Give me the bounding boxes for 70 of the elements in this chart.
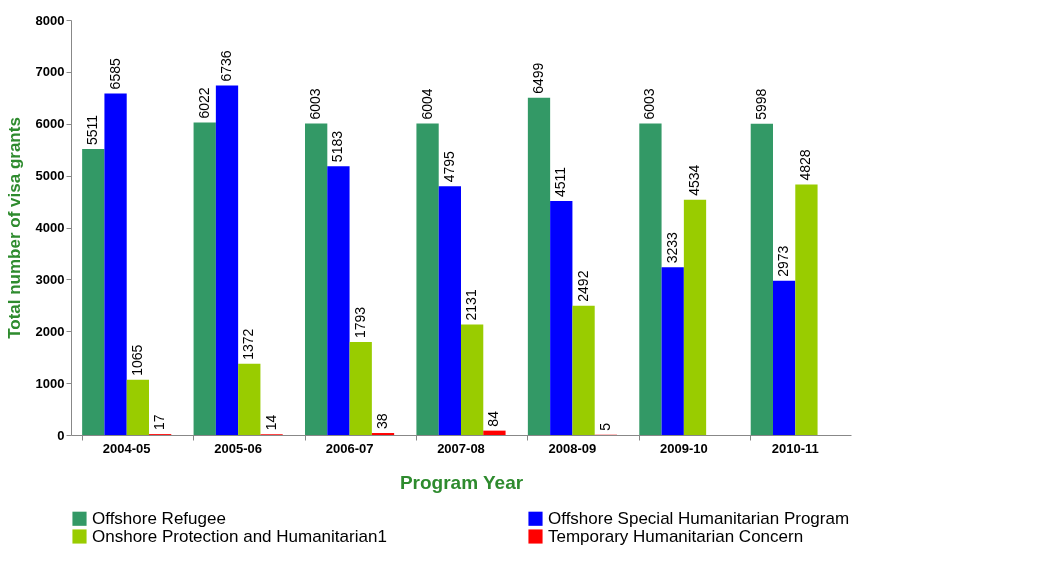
bar	[193, 122, 216, 435]
legend-label: Offshore Special Humanitarian Program	[548, 508, 850, 528]
data-label: 6736	[218, 50, 234, 82]
data-label: 2973	[775, 245, 792, 277]
bar	[483, 430, 506, 435]
bar	[795, 184, 818, 435]
data-label: 6499	[530, 62, 546, 94]
bar	[683, 199, 707, 435]
x-axis-title: Program Year	[399, 471, 524, 493]
data-label: 4828	[797, 149, 814, 181]
bar	[327, 166, 350, 435]
x-tick-label: 2009-10	[660, 440, 708, 456]
bar	[527, 97, 551, 435]
y-tick-label: 4000	[35, 220, 65, 235]
x-tick-label: 2004-05	[102, 440, 151, 456]
data-label: 38	[374, 413, 390, 430]
x-tick-label: 2010-11	[771, 440, 819, 456]
bar	[238, 363, 261, 435]
data-label: 14	[262, 414, 279, 431]
x-tick-label: 2006-07	[325, 440, 374, 456]
bar	[416, 123, 439, 435]
legend-label: Temporary Humanitarian Concern	[548, 526, 804, 546]
data-label: 6004	[418, 88, 435, 120]
y-tick-label: 3000	[35, 271, 65, 287]
data-label: 5511	[84, 114, 101, 146]
bar	[438, 186, 461, 435]
bar	[750, 123, 773, 435]
bar	[305, 123, 328, 435]
data-label: 6003	[641, 88, 658, 120]
bar	[639, 123, 662, 435]
bar	[572, 305, 595, 435]
legend-label: Offshore Refugee	[92, 508, 226, 528]
bar	[661, 267, 684, 435]
y-tick-label: 2000	[35, 323, 65, 339]
bar	[461, 324, 484, 435]
bar	[126, 379, 149, 435]
x-tick-label: 2007-08	[437, 440, 485, 456]
bar	[215, 85, 239, 435]
y-tick-label: 8000	[35, 12, 65, 28]
data-label: 1065	[128, 344, 145, 376]
x-tick-label: 2005-06	[214, 440, 262, 456]
data-label: 4511	[552, 166, 569, 197]
y-tick-label: 0	[57, 427, 65, 443]
y-tick-label: 7000	[35, 64, 65, 80]
data-label: 5998	[752, 88, 769, 120]
bar	[104, 93, 127, 435]
data-label: 6022	[195, 87, 212, 119]
bar	[773, 280, 796, 435]
y-axis-title: Total number of visa grants	[4, 117, 24, 339]
data-label: 84	[485, 410, 502, 427]
data-label: 4534	[686, 164, 702, 196]
data-label: 17	[151, 414, 168, 431]
data-label: 5183	[329, 130, 346, 163]
data-label: 1793	[351, 306, 368, 338]
x-tick-label: 2008-09	[548, 440, 597, 456]
data-label: 6585	[106, 58, 123, 90]
y-tick-label: 5000	[35, 168, 65, 184]
bar	[349, 341, 372, 435]
data-label: 2131	[463, 289, 480, 321]
bar	[550, 200, 573, 435]
data-label: 2492	[574, 270, 591, 302]
data-label: 3233	[663, 231, 680, 264]
bar	[82, 149, 105, 435]
data-label: 6003	[307, 88, 324, 120]
y-tick-label: 1000	[35, 375, 65, 391]
data-label: 5	[596, 422, 613, 431]
data-label: 1372	[240, 328, 257, 360]
data-label: 4795	[440, 150, 457, 183]
legend-label: Onshore Protection and Humanitarian1	[92, 526, 387, 546]
y-tick-label: 6000	[35, 116, 65, 132]
